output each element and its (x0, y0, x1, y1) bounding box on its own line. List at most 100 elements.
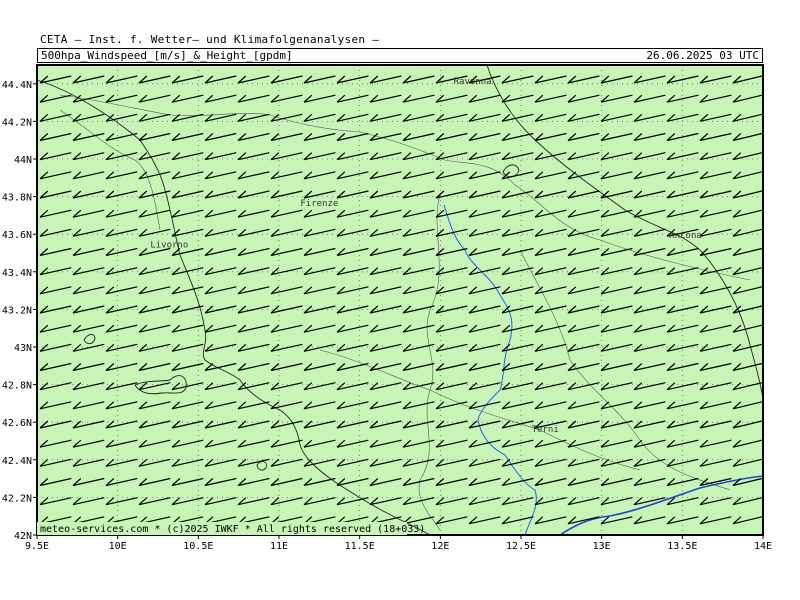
wind-barb (105, 267, 138, 276)
wind-barb (666, 228, 699, 237)
wind-barb (303, 420, 336, 429)
wind-barb (600, 228, 633, 237)
wind-barb (369, 152, 402, 161)
wind-barb (732, 516, 763, 525)
wind-barb (237, 458, 270, 467)
wind-barb (732, 132, 763, 142)
wind-barb (39, 152, 72, 161)
wind-barb (72, 420, 105, 429)
wind-barb (138, 401, 171, 410)
wind-barb (501, 171, 534, 180)
wind-barb (567, 439, 600, 448)
wind-barb (105, 458, 138, 467)
wind-barb (369, 343, 402, 352)
wind-barb (666, 324, 699, 333)
wind-barb (666, 247, 699, 257)
wind-barb (336, 286, 369, 295)
wind-barb (72, 209, 105, 218)
wind-barb (270, 247, 303, 257)
wind-barb (303, 132, 336, 142)
chart-datetime: 26.06.2025 03 UTC (646, 49, 759, 62)
wind-barb (270, 420, 303, 429)
x-tick-label: 13E (593, 541, 611, 552)
wind-barb (39, 420, 72, 429)
wind-barb (468, 324, 501, 333)
wind-barb (699, 152, 732, 161)
wind-barb (435, 267, 468, 276)
wind-barb (171, 247, 204, 257)
wind-barb (534, 305, 567, 314)
wind-barb (72, 382, 105, 391)
wind-barb (336, 75, 369, 84)
wind-barb (204, 439, 237, 448)
wind-barb (105, 152, 138, 161)
wind-barb (336, 439, 369, 448)
wind-barb (39, 343, 72, 352)
wind-barb (336, 171, 369, 180)
wind-barb (369, 439, 402, 448)
wind-barb (633, 171, 666, 180)
regional-border (319, 349, 641, 471)
wind-barb (435, 228, 468, 237)
wind-barb (237, 401, 270, 410)
wind-barb (699, 132, 732, 142)
wind-barb (369, 228, 402, 237)
wind-barb (699, 75, 732, 84)
wind-barb (303, 477, 336, 487)
city-label: Firenze (300, 199, 338, 209)
wind-barb (369, 75, 402, 84)
wind-barb (666, 305, 699, 314)
regional-border (418, 194, 441, 531)
wind-barb (204, 132, 237, 142)
wind-barb (633, 190, 666, 199)
wind-barb (336, 94, 369, 103)
wind-barb (270, 382, 303, 391)
wind-barb (699, 458, 732, 467)
wind-barb (501, 94, 534, 103)
wind-barb (171, 477, 204, 487)
wind-barb (633, 209, 666, 218)
wind-barb (435, 247, 468, 257)
wind-barb (534, 132, 567, 142)
wind-barb (435, 382, 468, 391)
wind-barb (732, 286, 763, 295)
wind-barb (237, 75, 270, 84)
wind-barb (270, 324, 303, 333)
wind-barb (699, 267, 732, 276)
wind-barb (72, 439, 105, 448)
wind-barb (270, 477, 303, 487)
y-tick-label: 42.6N (2, 418, 32, 429)
wind-barb (303, 286, 336, 295)
x-tick-label: 14E (754, 541, 772, 552)
wind-barb (105, 209, 138, 218)
wind-barb (237, 247, 270, 257)
y-tick-label: 44N (14, 155, 32, 166)
wind-barb (435, 420, 468, 429)
wind-barb (633, 132, 666, 142)
wind-barb (72, 362, 105, 372)
regional-border (59, 109, 161, 231)
wind-barb (567, 132, 600, 142)
wind-barb (468, 458, 501, 467)
wind-barb (369, 497, 402, 506)
island-capraia (83, 334, 96, 345)
wind-barb (336, 113, 369, 122)
wind-barb (534, 401, 567, 410)
wind-barb (270, 171, 303, 180)
wind-barb (303, 362, 336, 372)
wind-barb (732, 247, 763, 257)
wind-barb (171, 209, 204, 218)
wind-barb (567, 516, 600, 525)
wind-barb (138, 458, 171, 467)
x-tick-label: 10.5E (183, 541, 213, 552)
wind-barb (402, 228, 435, 237)
wind-barb (171, 362, 204, 372)
wind-barb (435, 305, 468, 314)
wind-barb (237, 362, 270, 372)
wind-barb (732, 152, 763, 161)
wind-barb (435, 94, 468, 103)
wind-barb (468, 477, 501, 487)
wind-barb (336, 382, 369, 391)
wind-barb (501, 152, 534, 161)
wind-barb (501, 305, 534, 314)
